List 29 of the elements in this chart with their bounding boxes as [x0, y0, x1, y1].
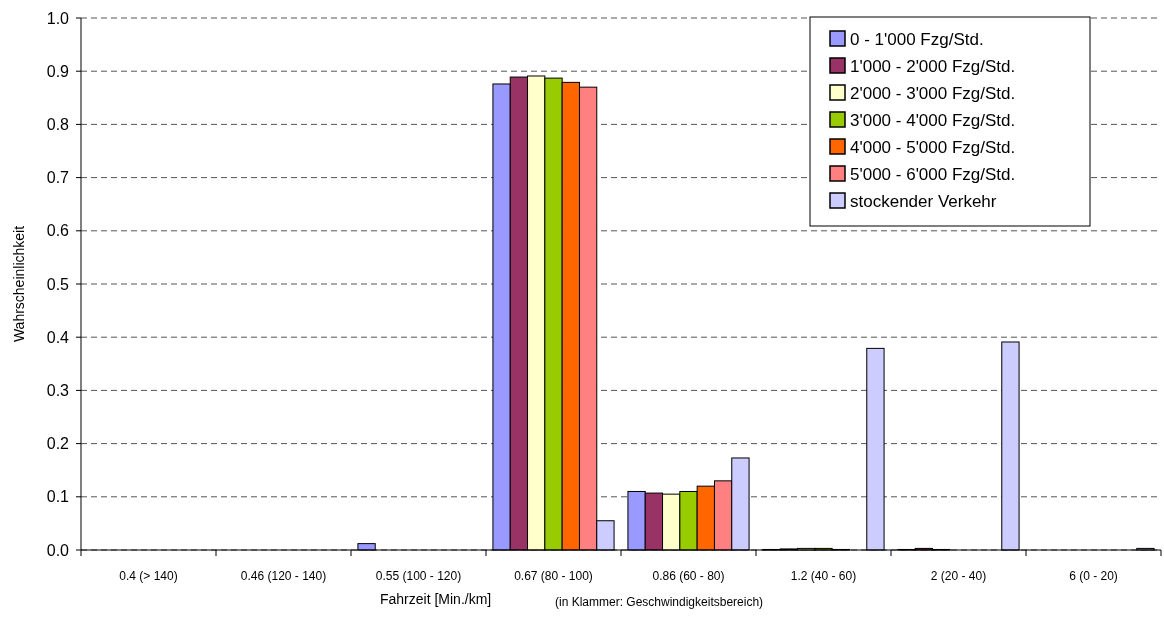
y-tick-label: 0.7: [46, 169, 70, 187]
x-tick-label: 2 (20 - 40): [930, 569, 987, 583]
legend-label: 4'000 - 5'000 Fzg/Std.: [850, 137, 1016, 157]
y-tick-label: 1.0: [46, 9, 70, 27]
x-tick-label: 6 (0 - 20): [1069, 569, 1118, 583]
x-tick-label: 0.55 (100 - 120): [375, 569, 462, 583]
x-tick-label: 0.67 (80 - 100): [514, 569, 593, 583]
y-tick-label: 0.1: [46, 488, 70, 506]
y-tick-label: 0.5: [46, 275, 70, 293]
legend-label: stockender Verkehr: [850, 191, 997, 211]
y-axis-title: Wahrscheinlichkeit: [11, 225, 27, 343]
x-tick-label: 0.86 (60 - 80): [652, 569, 725, 583]
x-tick-label: 0.4 (> 140): [119, 569, 178, 583]
text: (in Klammer: Geschwindigkeitsbereich): [555, 595, 764, 609]
legend-label: 5'000 - 6'000 Fzg/Std.: [850, 164, 1016, 184]
legend-label: 3'000 - 4'000 Fzg/Std.: [850, 110, 1016, 130]
y-tick-label: 0.9: [46, 62, 70, 80]
legend-label: 0 - 1'000 Fzg/Std.: [850, 29, 984, 49]
y-tick-label: 0.3: [46, 382, 70, 399]
y-tick-label: 0.2: [46, 435, 70, 453]
legend-label: 1'000 - 2'000 Fzg/Std.: [850, 56, 1016, 76]
y-tick-label: 0.4: [46, 328, 70, 346]
y-tick-label: 0.8: [46, 116, 70, 133]
y-tick-label: 0.0: [46, 541, 70, 559]
y-tick-label: 0.6: [46, 222, 70, 240]
x-axis-title: Fahrzeit [Min./km]: [380, 591, 492, 607]
x-tick-label: 1.2 (40 - 60): [790, 569, 857, 583]
legend-label: 2'000 - 3'000 Fzg/Std.: [850, 83, 1016, 103]
x-tick-label: 0.46 (120 - 140): [240, 569, 327, 583]
